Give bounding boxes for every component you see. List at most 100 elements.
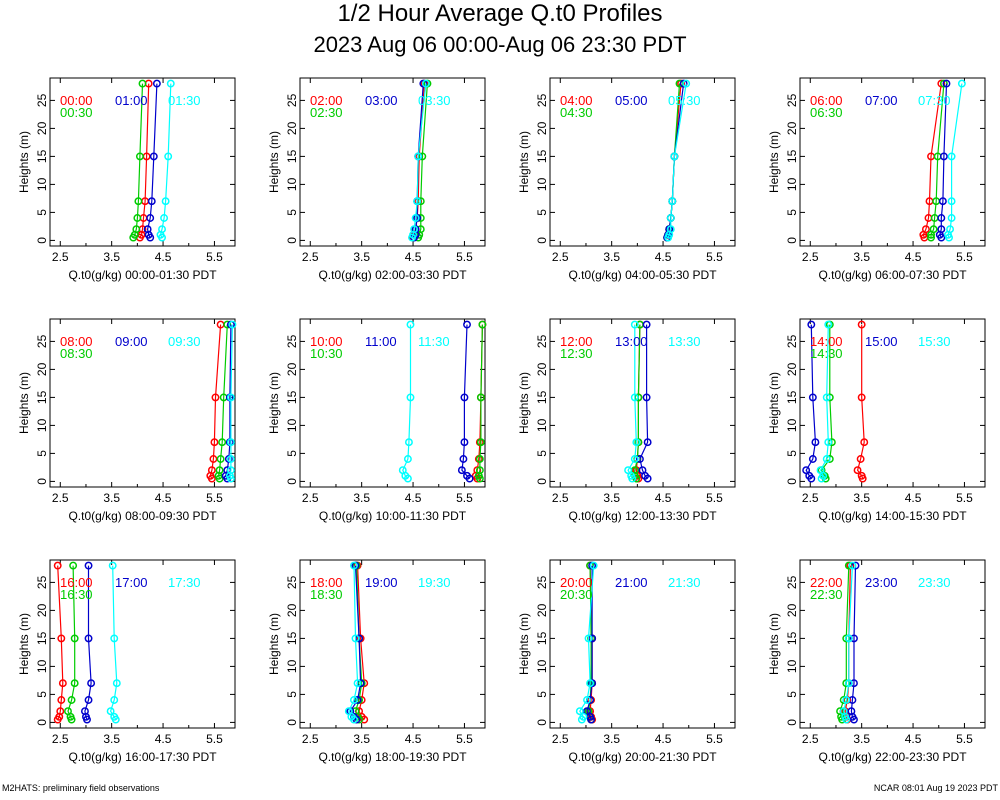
x-tick-label: 5.5 bbox=[206, 250, 223, 264]
data-point bbox=[850, 679, 858, 688]
y-axis-label: Heights (m) bbox=[767, 372, 781, 434]
legend-entry: 09:30 bbox=[168, 334, 201, 349]
data-point bbox=[857, 393, 866, 402]
y-tick-label: 0 bbox=[285, 237, 299, 244]
data-point bbox=[418, 152, 427, 161]
x-tick-label: 5.5 bbox=[956, 491, 973, 505]
y-tick-label: 20 bbox=[285, 362, 299, 376]
data-point bbox=[106, 707, 115, 716]
y-tick-label: 0 bbox=[535, 237, 549, 244]
data-point bbox=[957, 79, 966, 88]
data-point bbox=[218, 438, 227, 447]
y-tick-label: 0 bbox=[35, 478, 49, 485]
x-tick-label: 2.5 bbox=[802, 732, 819, 746]
data-point bbox=[857, 320, 866, 329]
data-point bbox=[816, 466, 825, 475]
data-point bbox=[413, 197, 422, 206]
plot-frame bbox=[799, 559, 986, 729]
data-point bbox=[69, 561, 78, 570]
data-point bbox=[143, 225, 152, 234]
plot-frame bbox=[299, 559, 486, 729]
data-point bbox=[357, 696, 366, 704]
legend-entry: 20:30 bbox=[560, 587, 593, 602]
x-axis-label: Q.t0(g/kg) 16:00-17:30 PDT bbox=[68, 750, 217, 764]
data-point bbox=[583, 696, 591, 704]
y-axis-label: Heights (m) bbox=[17, 131, 31, 193]
y-tick-label: 25 bbox=[35, 93, 49, 107]
y-axis-label: Heights (m) bbox=[17, 613, 31, 675]
data-point bbox=[937, 225, 946, 234]
data-point bbox=[682, 79, 691, 88]
y-axis-label: Heights (m) bbox=[17, 372, 31, 434]
x-axis-label: Q.t0(g/kg) 06:00-07:30 PDT bbox=[818, 268, 967, 282]
x-tick-label: 4.5 bbox=[905, 732, 922, 746]
y-axis-label: Heights (m) bbox=[267, 613, 281, 675]
panel-4: 2.5 3.5 4.5 5.5 0 5 10 15 20 25 Q.t0(g/kg) 08:00-0… bbox=[17, 318, 237, 523]
y-tick-label: 0 bbox=[535, 478, 549, 485]
chart-title: 1/2 Hour Average Q.t0 Profiles bbox=[337, 0, 663, 27]
legend-entry: 03:00 bbox=[365, 93, 398, 108]
y-tick-label: 0 bbox=[535, 719, 549, 726]
data-point bbox=[463, 471, 471, 480]
x-axis-label: Q.t0(g/kg) 18:00-19:30 PDT bbox=[318, 750, 467, 764]
legend-entry: 08:30 bbox=[60, 346, 93, 361]
y-tick-label: 15 bbox=[535, 390, 549, 404]
plot-frame bbox=[549, 559, 736, 729]
panel-5: 2.5 3.5 4.5 5.5 0 5 10 15 20 25 Q.t0(g/kg) 10:00-1… bbox=[267, 318, 487, 523]
x-tick-label: 5.5 bbox=[456, 491, 473, 505]
data-point bbox=[216, 455, 225, 463]
data-point bbox=[57, 634, 66, 643]
data-point bbox=[842, 679, 851, 688]
plot-frame bbox=[799, 77, 986, 247]
data-point bbox=[406, 393, 415, 402]
data-point bbox=[70, 679, 79, 688]
data-point bbox=[215, 466, 224, 475]
legend-entry: 16:30 bbox=[60, 587, 93, 602]
legend-entry: 04:00 bbox=[560, 93, 593, 108]
x-tick-label: 4.5 bbox=[155, 250, 172, 264]
data-point bbox=[478, 320, 487, 329]
x-tick-label: 2.5 bbox=[552, 250, 569, 264]
data-point bbox=[584, 634, 593, 643]
panel-6: 2.5 3.5 4.5 5.5 0 5 10 15 20 25 Q.t0(g/kg) 12:00-1… bbox=[517, 318, 736, 523]
data-point bbox=[822, 455, 831, 463]
data-point bbox=[84, 634, 93, 643]
data-point bbox=[67, 696, 76, 704]
y-tick-label: 0 bbox=[35, 719, 49, 726]
legend-entry: 09:00 bbox=[115, 334, 148, 349]
data-point bbox=[842, 696, 851, 704]
y-tick-label: 20 bbox=[35, 362, 49, 376]
x-tick-label: 4.5 bbox=[655, 250, 672, 264]
x-tick-label: 3.5 bbox=[353, 732, 370, 746]
legend-entry: 05:00 bbox=[615, 93, 648, 108]
data-point bbox=[666, 225, 675, 234]
data-point bbox=[850, 634, 858, 643]
data-point bbox=[579, 712, 588, 721]
x-axis-label: Q.t0(g/kg) 02:00-03:30 PDT bbox=[318, 268, 467, 282]
x-tick-label: 3.5 bbox=[103, 491, 120, 505]
x-tick-label: 5.5 bbox=[706, 250, 723, 264]
data-point bbox=[630, 320, 639, 329]
y-tick-label: 20 bbox=[785, 362, 799, 376]
x-tick-label: 3.5 bbox=[353, 491, 370, 505]
y-tick-label: 25 bbox=[35, 575, 49, 589]
legend-entry: 07:00 bbox=[865, 93, 898, 108]
y-tick-label: 10 bbox=[785, 659, 799, 673]
y-tick-label: 10 bbox=[285, 418, 299, 432]
x-axis-label: Q.t0(g/kg) 12:00-13:30 PDT bbox=[568, 509, 717, 523]
legend-entry: 13:00 bbox=[615, 334, 648, 349]
x-tick-label: 4.5 bbox=[405, 250, 422, 264]
plot-frame bbox=[299, 318, 486, 488]
data-point bbox=[939, 79, 948, 88]
data-point bbox=[344, 707, 353, 716]
y-tick-label: 15 bbox=[785, 631, 799, 645]
data-point bbox=[811, 438, 820, 447]
y-tick-label: 20 bbox=[785, 121, 799, 135]
data-point bbox=[808, 455, 817, 463]
data-point bbox=[630, 393, 639, 402]
data-point bbox=[112, 679, 121, 688]
x-tick-label: 3.5 bbox=[103, 250, 120, 264]
x-tick-label: 5.5 bbox=[456, 250, 473, 264]
x-tick-label: 3.5 bbox=[603, 491, 620, 505]
